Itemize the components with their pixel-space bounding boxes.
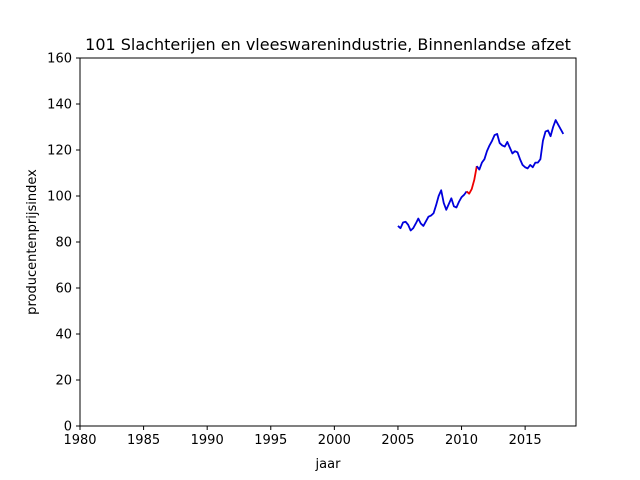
x-tick-label: 2000 — [318, 433, 351, 448]
y-tick-label: 140 — [47, 98, 72, 113]
y-tick-label: 0 — [64, 420, 72, 435]
y-axis-title: producentenprijsindex — [25, 169, 40, 315]
y-tick-label: 80 — [55, 236, 72, 251]
x-axis: 1980 1985 1990 1995 2000 2005 2010 2015 — [63, 426, 542, 448]
y-tick-label: 100 — [47, 190, 72, 205]
x-tick-label: 1985 — [127, 433, 160, 448]
y-tick-label: 60 — [55, 282, 72, 297]
series-line-3 — [476, 119, 565, 171]
x-axis-title: jaar — [315, 457, 342, 472]
y-tick-label: 120 — [47, 144, 72, 159]
y-axis: 0 20 40 60 80 100 120 140 160 — [47, 52, 80, 435]
plot-area — [397, 119, 565, 232]
x-tick-label: 2010 — [445, 433, 478, 448]
x-tick-label: 2015 — [509, 433, 542, 448]
chart-title: 101 Slachterijen en vleeswarenindustrie,… — [85, 35, 571, 54]
series-line-1 — [397, 189, 468, 232]
plot-frame — [79, 57, 577, 427]
x-tick-label: 1995 — [254, 433, 287, 448]
x-tick-label: 2005 — [381, 433, 414, 448]
y-tick-label: 20 — [55, 374, 72, 389]
series-line-2 — [466, 165, 478, 195]
x-tick-label: 1990 — [191, 433, 224, 448]
y-tick-label: 40 — [55, 328, 72, 343]
y-tick-label: 160 — [47, 52, 72, 67]
x-tick-label: 1980 — [63, 433, 96, 448]
